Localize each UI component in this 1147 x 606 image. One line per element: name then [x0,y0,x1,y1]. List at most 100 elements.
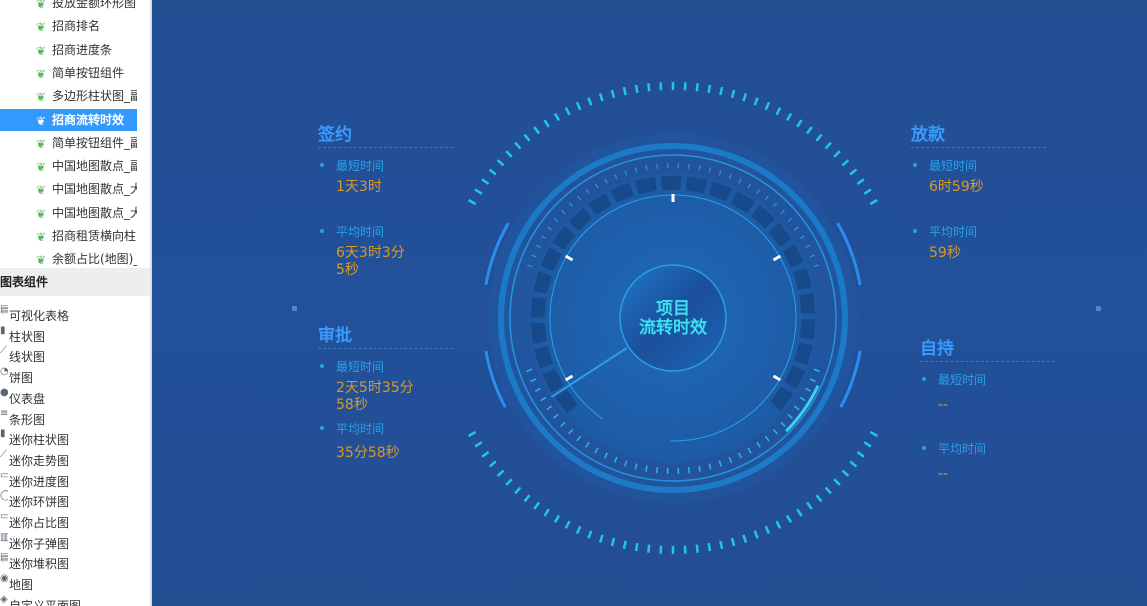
upper-tick [772,202,778,207]
pie-chart-icon: ◔ [0,366,8,378]
template-item[interactable]: ❦ 招商进度条 [0,39,137,61]
lower-tick [568,428,574,435]
upper-tick [805,244,811,249]
gauge-segment [529,295,548,319]
component-item[interactable]: ⟋ 迷你走势图 [0,445,150,468]
template-icon: ❦ [36,230,47,244]
top-tick [553,112,561,122]
template-item[interactable]: ❦ 招商流转时效 [0,108,137,131]
top-tick [523,133,531,142]
top-tick [863,188,872,195]
template-item[interactable]: ❦ 多边形柱状图_副 [0,85,137,107]
scale-tick [564,374,574,382]
top-tick [833,150,841,158]
side-arc [839,350,862,408]
component-item[interactable]: ◈自定义平面图 [0,590,150,606]
category-header-chart-components[interactable]: 图表组件 [0,268,150,296]
lower-tick [809,378,816,383]
top-tick [575,101,582,111]
component-item[interactable]: ▭迷你进度图 [0,466,150,489]
bottom-tick [707,542,712,552]
lower-tick [624,460,628,467]
gauge-segment [539,246,563,273]
component-item[interactable]: ▮ 迷你柱状图 [0,424,150,447]
lower-tick [728,456,733,463]
lower-tick [698,465,701,472]
upper-tick [728,174,732,180]
bottom-tick [730,537,736,547]
component-item[interactable]: ▭迷你占比图 [0,507,150,530]
hbar-chart-icon: ≡ [0,407,8,419]
template-icon: ❦ [36,113,47,128]
template-item[interactable]: ❦ 招商租赁横向柱 [0,225,137,247]
min-time-label: 最短时间 [911,157,1046,174]
lower-tick [756,441,761,448]
gauge-segment [529,321,548,345]
upper-tick [541,235,547,240]
lower-tick [576,435,582,442]
template-item[interactable]: ❦ 投放金额环形图 [0,0,137,14]
component-item[interactable]: ▤可视化表格 [0,300,150,323]
component-item[interactable]: ◯迷你环饼图 [0,486,150,509]
component-item[interactable]: ▮ 柱状图 [0,321,150,344]
template-item[interactable]: ❦ 余额占比(地图)_ [0,248,137,270]
line-chart-icon: ⟋ [0,345,7,357]
component-item[interactable]: ◉地图 [0,569,150,592]
gauge-segment [767,221,793,249]
bottom-tick [598,534,604,543]
template-item[interactable]: ❦ 中国地图散点_大 [0,178,137,200]
lower-tick [813,368,820,373]
template-item[interactable]: ❦ 中国地图散点_副 [0,155,137,177]
gauge-segment [550,224,577,252]
upper-tick [738,178,742,184]
bottom-tick [575,525,582,535]
mini-ring-icon: ◯ [0,486,8,506]
bottom-tick [610,537,616,547]
component-item[interactable]: ≡条形图 [0,404,150,427]
template-item[interactable]: ❦ 简单按钮组件 [0,62,137,84]
bottom-tick [647,544,651,553]
template-item[interactable]: ❦ 简单按钮组件_副 [0,132,137,154]
center-title-line1: 项目 [656,299,690,319]
component-item[interactable]: ⟋ 线状图 [0,341,150,364]
component-label: 迷你进度图 [9,474,70,489]
top-tick [598,93,604,102]
bottom-tick [719,540,724,550]
bottom-tick [815,494,823,503]
sidebar: ❦ 投放金额环形图 ❦ 招商排名 ❦ 招商进度条 ❦ 简单按钮组件 ❦ 多边形柱状图_副 ❦ 招商流转… [0,0,152,606]
top-tick [707,84,712,94]
lower-tick [526,368,533,373]
scale-tick [772,254,782,262]
component-label: 迷你子弹图 [9,536,70,551]
min-time-value: 1天3时 [336,179,382,195]
lower-tick [780,421,786,427]
top-tick [587,97,593,106]
upper-tick [624,170,628,176]
component-label: 条形图 [9,412,46,427]
bottom-tick [553,514,561,524]
component-label: 迷你占比图 [9,516,70,530]
bottom-tick [764,525,771,535]
component-item[interactable]: ●仪表盘 [0,383,150,406]
upper-tick [656,163,658,169]
side-arc [484,350,507,408]
lower-tick [530,378,537,383]
component-item[interactable]: ▤迷你堆积图 [0,548,150,571]
table-icon: ▤ [0,300,8,320]
bottom-tick [496,469,505,477]
center-title: 项目 流转时效 [623,300,723,338]
template-item[interactable]: ❦ 招商排名 [0,15,137,37]
template-item[interactable]: ❦ 中国地图散点_大 [0,202,137,224]
top-tick [543,119,550,128]
avg-time-label: 平均时间 [920,440,1055,457]
lower-tick [540,396,547,402]
gauge-segment [781,242,806,269]
gauge-segment [798,318,817,341]
template-label: 招商进度条 [52,42,113,57]
top-tick [622,86,627,96]
mini-trend-icon: ⟋ [0,448,7,460]
component-item[interactable]: ◔饼图 [0,362,150,385]
component-item[interactable]: ▥迷你子弹图 [0,528,150,551]
upper-tick [531,254,537,258]
top-tick [796,119,803,128]
